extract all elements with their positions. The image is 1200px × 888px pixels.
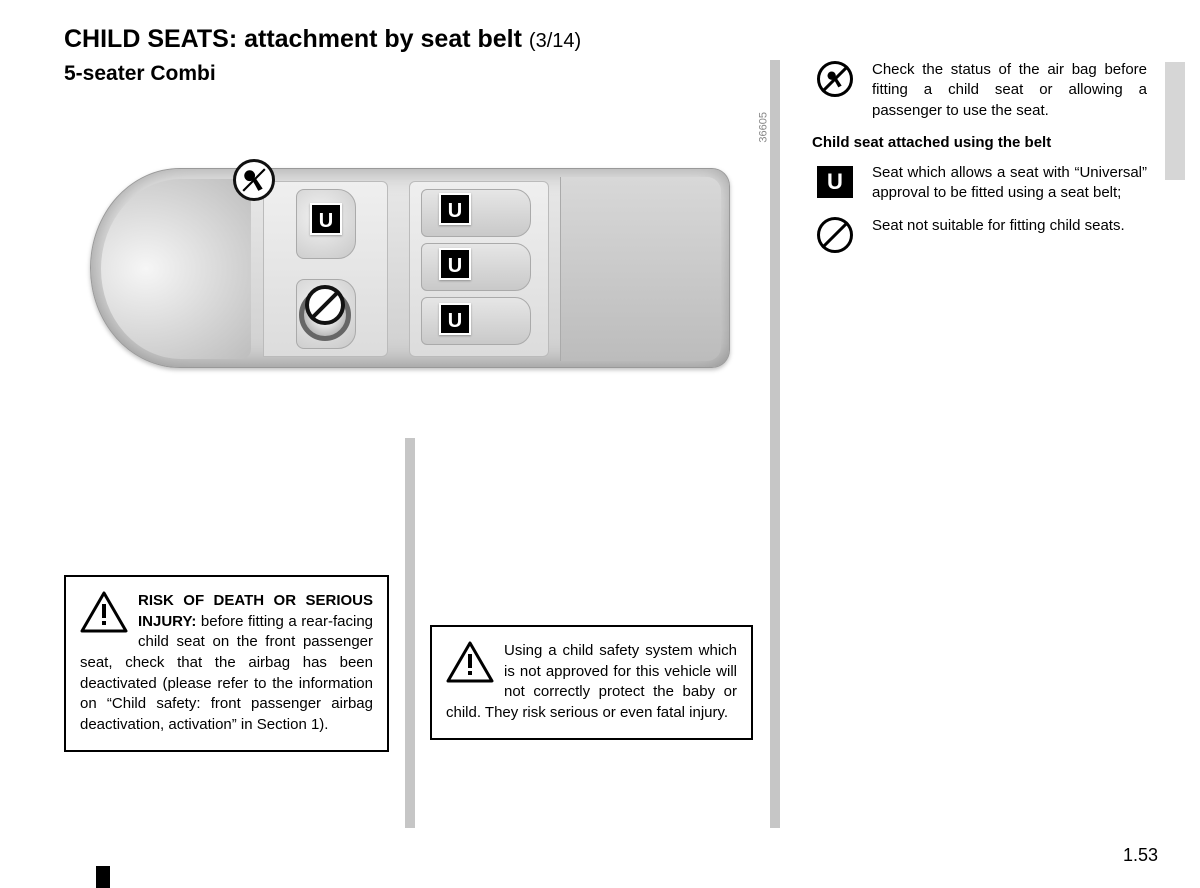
legend: Check the status of the air bag before f… [812,60,1147,266]
not-suitable-icon [812,216,858,254]
u-marker-label: U [817,166,853,198]
column-divider [405,438,415,828]
rear-seat-1 [421,189,531,237]
legend-row-airbag: Check the status of the air bag before f… [812,60,1147,121]
warning-triangle-icon [446,641,494,683]
legend-row-universal: U Seat which allows a seat with “Univers… [812,163,1147,204]
footer-crop-mark [96,866,110,888]
legend-section-heading: Child seat attached using the belt [812,133,1147,153]
warning-box-death-injury: RISK OF DEATH OR SERIOUS INJURY: before … [64,575,389,752]
title-pager: (3/14) [529,30,581,52]
universal-seat-icon: U [439,248,471,280]
universal-seat-icon: U [439,303,471,335]
airbag-status-icon [812,60,858,98]
subtitle: 5-seater Combi [64,62,216,86]
rear-seat-2 [421,243,531,291]
thumb-tab [1165,62,1185,180]
vehicle-body: UUUU [90,168,730,368]
image-reference-code: 36605 [758,112,770,143]
column-divider [770,60,780,828]
warning-triangle-icon [80,591,128,633]
legend-row-not-suitable: Seat not suitable for fitting child seat… [812,216,1147,254]
page-number: 1.53 [1123,845,1158,866]
rear-seat-3 [421,297,531,345]
universal-seat-icon: U [310,203,342,235]
warning-box-unapproved-system: Using a child safety system which is not… [430,625,753,740]
universal-seat-icon: U [439,193,471,225]
legend-airbag-text: Check the status of the air bag before f… [872,60,1147,121]
vehicle-diagram: 36605 UUUU [90,118,740,418]
universal-seat-icon: U [812,163,858,201]
airbag-status-icon [233,159,275,201]
legend-not-suitable-text: Seat not suitable for fitting child seat… [872,216,1147,254]
not-suitable-icon [305,285,345,325]
page-title: CHILD SEATS: attachment by seat belt (3/… [64,25,581,54]
legend-universal-text: Seat which allows a seat with “Universal… [872,163,1147,204]
title-main: CHILD SEATS: attachment by seat belt [64,25,522,53]
manual-page: CHILD SEATS: attachment by seat belt (3/… [0,0,1200,888]
